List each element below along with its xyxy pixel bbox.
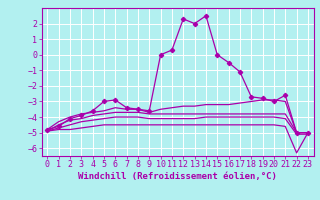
X-axis label: Windchill (Refroidissement éolien,°C): Windchill (Refroidissement éolien,°C) xyxy=(78,172,277,181)
